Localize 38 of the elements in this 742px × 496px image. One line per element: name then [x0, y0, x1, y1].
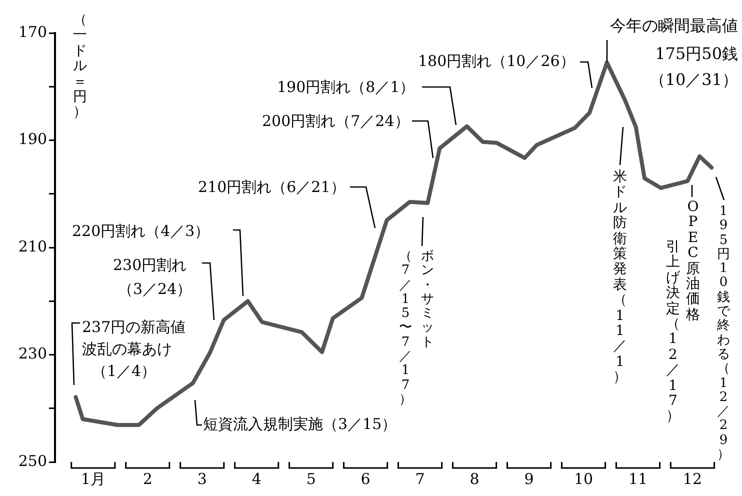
x-tick-label: 11 [628, 470, 648, 488]
x-tick-label: 7 [415, 470, 425, 488]
x-tick-label: 8 [470, 470, 480, 488]
annotation: ボン・サミット [420, 249, 435, 350]
y-tick-label: 170 [18, 22, 47, 41]
annotation: 180円割れ（10／26） [418, 52, 575, 70]
annotation: 220円割れ（4／3） [72, 222, 210, 240]
annotation: （1／4） [92, 362, 156, 380]
annotation: （3／24） [118, 280, 192, 298]
x-tick-label: 4 [252, 470, 262, 488]
x-tick-label: 10 [574, 470, 594, 488]
y-tick-label: 230 [18, 344, 47, 363]
text: 米ドル防衛策発表（11／1） [613, 169, 627, 386]
text: 195円10銭で終わる（12／29） [717, 204, 730, 462]
y-tick-label: 250 [18, 452, 47, 470]
x-tick-label: 6 [360, 470, 370, 488]
x-tick-label: 5 [306, 470, 316, 488]
annotation: 175円50銭 [655, 44, 738, 64]
annotation: （10／31） [649, 70, 738, 90]
annotation: 今年の瞬間最高値 [610, 16, 738, 36]
x-tick-label: 1月 [80, 470, 106, 488]
annotation: 200円割れ（7／24） [262, 112, 410, 130]
x-tick-label: 9 [524, 470, 534, 488]
y-tick-label: 190 [18, 130, 47, 148]
x-tick-label: 3 [197, 470, 207, 488]
annotation: 210円割れ（6／21） [198, 178, 346, 196]
text: （7／15〜7／17） [399, 249, 412, 407]
x-tick-label: 2 [142, 470, 152, 488]
annotation: 波乱の幕あけ [82, 340, 172, 358]
annotation: 230円割れ [113, 256, 187, 274]
annotation: 190円割れ（8／1） [277, 78, 415, 96]
annotation: 237円の新高値 [82, 318, 186, 336]
x-tick-label: 12 [682, 470, 702, 488]
annotation: OPEC原油価格 [685, 199, 701, 324]
annotation: 短資流入規制実施（3／15） [203, 415, 397, 433]
y-axis-title: （一ドル＝円） [72, 12, 88, 121]
text: 引上げ決定（12／17） [666, 239, 680, 424]
y-tick-label: 210 [18, 237, 47, 256]
